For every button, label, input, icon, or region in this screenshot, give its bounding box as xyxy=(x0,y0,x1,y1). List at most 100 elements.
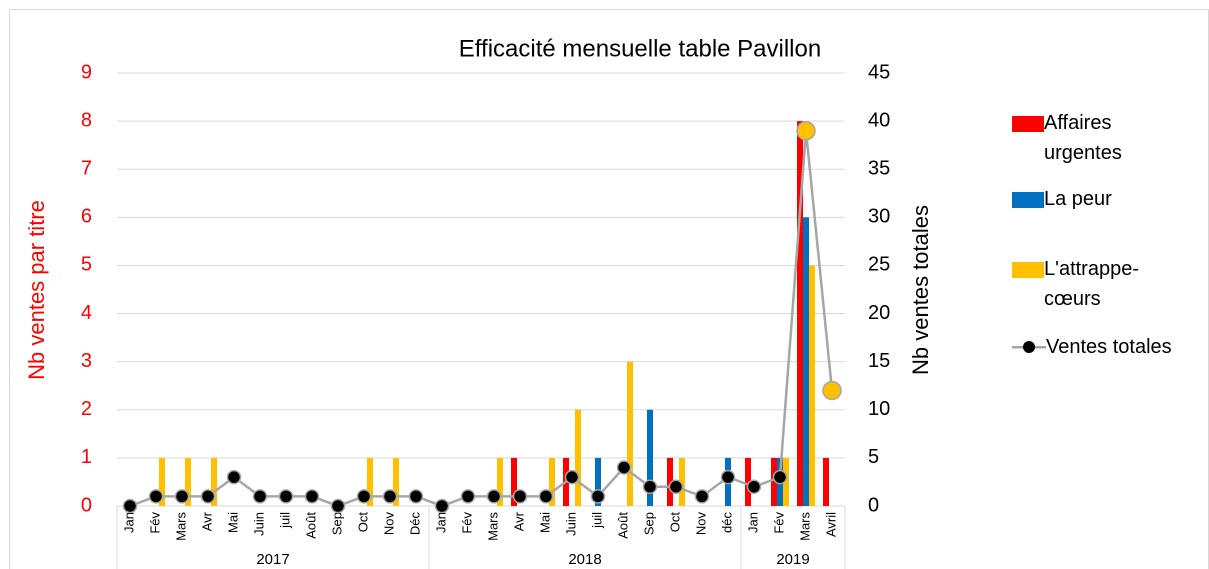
line-marker xyxy=(278,489,294,504)
legend-label: La peur xyxy=(1044,188,1112,210)
line-marker xyxy=(382,489,398,504)
bar xyxy=(783,457,789,506)
y-tick-label: 5 xyxy=(81,254,92,276)
x-tick-label: Jan xyxy=(433,512,448,533)
group-label: 2018 xyxy=(568,551,601,568)
legend-item: L'attrappe-cœurs xyxy=(1012,254,1172,314)
bar xyxy=(667,457,673,506)
line-marker xyxy=(460,489,476,504)
line-marker xyxy=(616,460,632,475)
x-tick-label: Avr xyxy=(199,511,214,531)
x-tick-label: Nov xyxy=(693,512,708,536)
line-marker xyxy=(720,469,736,485)
y-tick-label: 6 xyxy=(81,206,92,228)
legend-swatch xyxy=(1012,332,1046,362)
bar xyxy=(595,457,601,506)
x-tick-label: Avr xyxy=(511,511,526,531)
legend-label: L'attrappe-cœurs xyxy=(1044,258,1139,310)
line-marker xyxy=(564,469,580,485)
bar xyxy=(367,457,373,506)
line-marker xyxy=(122,498,138,514)
group-label: 2017 xyxy=(256,551,289,568)
bar xyxy=(497,457,503,506)
bar xyxy=(511,457,517,506)
line xyxy=(129,130,834,508)
bar xyxy=(647,409,653,506)
y2-tick-label: 20 xyxy=(868,302,890,324)
legend-swatch xyxy=(1012,116,1044,132)
x-tick-label: Jan xyxy=(745,512,760,533)
x-tick-label: Fév xyxy=(771,512,786,534)
line-marker xyxy=(694,489,710,504)
legend-item: La peur xyxy=(1012,184,1172,214)
bar xyxy=(549,457,555,506)
x-tick-label: Oct xyxy=(667,512,682,533)
bar xyxy=(393,457,399,506)
legend-label: Affaires urgentes xyxy=(1044,112,1122,164)
y-tick-label: 3 xyxy=(81,350,92,372)
x-tick-label: Avril xyxy=(823,512,838,537)
x-tick-label: Déc xyxy=(407,512,422,536)
x-tick-label: juil xyxy=(589,512,604,529)
line-marker xyxy=(486,489,502,504)
line-marker xyxy=(226,469,242,485)
line-marker xyxy=(148,489,164,504)
line-marker xyxy=(174,489,190,504)
y-axis-title: Nb ventes par titre xyxy=(24,200,49,380)
legend-marker xyxy=(1023,341,1035,353)
y2-tick-label: 35 xyxy=(868,158,890,180)
y-tick-label: 2 xyxy=(81,398,92,420)
y2-tick-label: 30 xyxy=(868,206,890,228)
y2-tick-label: 15 xyxy=(868,350,890,372)
bar xyxy=(823,457,829,506)
group-label: 2019 xyxy=(776,551,809,568)
y2-tick-label: 25 xyxy=(868,254,890,276)
line-marker xyxy=(796,120,816,141)
x-tick-label: Fév xyxy=(147,512,162,534)
x-tick-label: Mars xyxy=(485,512,500,541)
y2-tick-label: 45 xyxy=(868,61,890,83)
line-marker xyxy=(642,479,658,495)
bar xyxy=(809,265,815,506)
x-tick-label: Fév xyxy=(459,512,474,534)
x-tick-label: déc xyxy=(719,512,734,533)
y2-tick-label: 5 xyxy=(868,446,879,468)
x-tick-label: Mai xyxy=(225,512,240,533)
line-marker xyxy=(200,489,216,504)
x-tick-label: Sep xyxy=(329,512,344,535)
y-tick-label: 4 xyxy=(81,302,92,324)
legend-label: Ventes totales xyxy=(1046,336,1172,358)
line-marker xyxy=(590,489,606,504)
y-tick-label: 9 xyxy=(81,61,92,83)
legend-item: Ventes totales xyxy=(1012,332,1174,362)
x-tick-label: Sep xyxy=(641,512,656,535)
bar xyxy=(211,457,217,506)
x-tick-label: Août xyxy=(615,512,630,539)
line-marker xyxy=(356,489,372,504)
x-tick-label: Nov xyxy=(381,512,396,536)
legend-item: Affaires urgentes xyxy=(1012,108,1172,168)
y-tick-label: 0 xyxy=(81,494,92,516)
x-tick-label: juil xyxy=(277,512,292,529)
bar xyxy=(745,457,751,506)
bar xyxy=(185,457,191,506)
x-tick-label: Juin xyxy=(563,512,578,536)
y2-tick-label: 40 xyxy=(868,109,890,131)
legend-swatch xyxy=(1012,192,1044,208)
bar xyxy=(679,457,685,506)
y2-tick-label: 10 xyxy=(868,398,890,420)
x-tick-label: Mars xyxy=(173,512,188,541)
line-marker xyxy=(772,469,788,485)
line-marker xyxy=(434,498,450,514)
line-marker xyxy=(512,489,528,504)
line-marker xyxy=(304,489,320,504)
chart-title: Efficacité mensuelle table Pavillon xyxy=(459,35,821,62)
bar xyxy=(627,361,633,506)
line-marker xyxy=(330,498,346,514)
bar xyxy=(771,457,777,506)
line-marker xyxy=(408,489,424,504)
line-marker xyxy=(822,380,842,401)
bar xyxy=(803,217,809,507)
x-tick-label: Oct xyxy=(355,512,370,533)
